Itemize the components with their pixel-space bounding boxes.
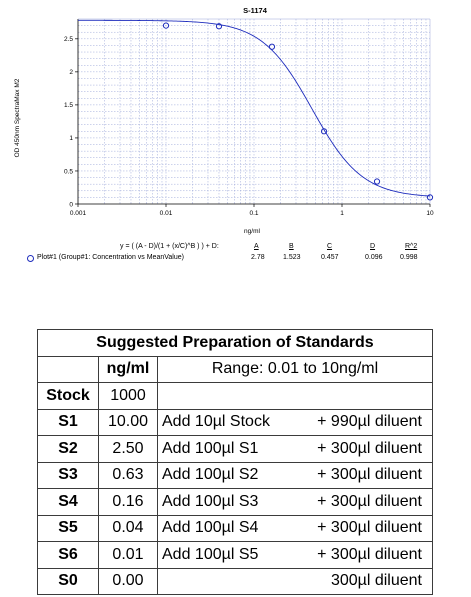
y-tick-label: 0 xyxy=(69,201,73,208)
table-row: S2 2.50 Add 100µl S1 + 300µl diluent xyxy=(37,435,433,463)
plot-marker-icon xyxy=(27,255,34,262)
row-label: S4 xyxy=(37,488,99,516)
chart-ticks: 0.001 0.01 0.1 1 10 0 0.5 1 1.5 2 2.5 xyxy=(64,36,434,217)
table-row: S6 0.01 Add 100µl S5 + 300µl diluent xyxy=(37,541,433,569)
x-tick-label: 1 xyxy=(340,210,344,217)
row-action: Add 100µl S1 xyxy=(156,435,291,463)
header-conc: ng/ml xyxy=(98,355,158,383)
row-concentration: 10.00 xyxy=(98,408,158,436)
row-action xyxy=(156,382,291,410)
row-diluent: + 300µl diluent xyxy=(290,461,433,489)
param-value-c: 0.457 xyxy=(321,254,339,261)
param-value-b: 1.523 xyxy=(283,254,301,261)
plot-label: Plot#1 (Group#1: Concentration vs MeanVa… xyxy=(37,254,184,261)
row-label: S3 xyxy=(37,461,99,489)
data-point xyxy=(162,22,170,29)
row-diluent: + 300µl diluent xyxy=(290,488,433,516)
row-concentration: 0.04 xyxy=(98,514,158,542)
row-concentration: 2.50 xyxy=(98,435,158,463)
param-value-r2: 0.998 xyxy=(400,254,418,261)
y-tick-label: 1.5 xyxy=(64,102,73,109)
x-tick-label: 0.01 xyxy=(160,210,173,217)
y-axis-label: OD 450nm SpectraMax M2 xyxy=(14,78,21,157)
x-tick-label: 10 xyxy=(426,210,434,217)
y-tick-label: 1 xyxy=(69,135,73,142)
row-action: Add 100µl S5 xyxy=(156,541,291,569)
param-value-d: 0.096 xyxy=(365,254,383,261)
row-action: Add 100µl S4 xyxy=(156,514,291,542)
y-tick-label: 2.5 xyxy=(64,36,73,43)
data-point xyxy=(426,194,434,201)
row-action: Add 100µl S3 xyxy=(156,488,291,516)
row-diluent: + 300µl diluent xyxy=(290,435,433,463)
chart-title: S-1174 xyxy=(243,6,268,15)
row-action xyxy=(156,567,291,595)
param-header-b: B xyxy=(289,243,294,250)
param-header-r2: R^2 xyxy=(405,243,418,250)
x-tick-label: 0.1 xyxy=(249,210,258,217)
fit-parameters: y = ( (A - D)/(1 + (x/C)^B ) ) + D: A B … xyxy=(0,242,471,272)
chart-grid xyxy=(78,19,430,204)
row-label: S0 xyxy=(37,567,99,595)
x-axis-label: ng/ml xyxy=(244,228,260,235)
row-concentration: 1000 xyxy=(98,382,158,410)
standard-curve-chart: 0.001 0.01 0.1 1 10 0 0.5 1 1.5 2 2.5 S-1174 ng/ml… xyxy=(14,6,434,235)
table-row: S4 0.16 Add 100µl S3 + 300µl diluent xyxy=(37,488,433,516)
data-point xyxy=(268,43,276,50)
table-title: Suggested Preparation of Standards xyxy=(37,329,433,357)
table-row: S3 0.63 Add 100µl S2 + 300µl diluent xyxy=(37,461,433,489)
row-label: Stock xyxy=(37,382,99,410)
fit-equation: y = ( (A - D)/(1 + (x/C)^B ) ) + D: xyxy=(120,243,219,250)
param-header-a: A xyxy=(254,243,259,250)
data-point xyxy=(373,178,381,185)
table-header-row: ng/ml Range: 0.01 to 10ng/ml xyxy=(37,355,433,383)
y-tick-label: 2 xyxy=(69,69,73,76)
row-concentration: 0.01 xyxy=(98,541,158,569)
param-header-d: D xyxy=(370,243,376,250)
row-label: S5 xyxy=(37,514,99,542)
row-label: S2 xyxy=(37,435,99,463)
table-title-row: Suggested Preparation of Standards xyxy=(37,329,433,357)
table-row: S1 10.00 Add 10µl Stock + 990µl diluent xyxy=(37,408,433,436)
row-diluent: 300µl diluent xyxy=(290,567,433,595)
row-action: Add 100µl S2 xyxy=(156,461,291,489)
y-tick-label: 0.5 xyxy=(64,168,73,175)
row-diluent: + 990µl diluent xyxy=(290,408,433,436)
row-diluent xyxy=(290,382,433,410)
row-label: S1 xyxy=(37,408,99,436)
table-row: Stock 1000 xyxy=(37,382,433,410)
table-row: S5 0.04 Add 100µl S4 + 300µl diluent xyxy=(37,514,433,542)
preparation-table: Suggested Preparation of Standards ng/ml… xyxy=(37,329,433,595)
data-point xyxy=(215,23,223,30)
fit-curve xyxy=(78,19,431,197)
param-value-a: 2.78 xyxy=(251,254,265,261)
x-tick-label: 0.001 xyxy=(70,210,87,217)
row-label: S6 xyxy=(37,541,99,569)
table-body: Stock 1000 S1 10.00 Add 10µl Stock + 990µl di… xyxy=(37,382,433,595)
row-concentration: 0.00 xyxy=(98,567,158,595)
data-point xyxy=(320,128,328,135)
row-concentration: 0.63 xyxy=(98,461,158,489)
header-range: Range: 0.01 to 10ng/ml xyxy=(157,355,433,383)
header-empty-cell xyxy=(37,355,99,383)
row-concentration: 0.16 xyxy=(98,488,158,516)
row-action: Add 10µl Stock xyxy=(156,408,291,436)
param-header-c: C xyxy=(327,243,333,250)
table-row: S0 0.00 300µl diluent xyxy=(37,567,433,595)
row-diluent: + 300µl diluent xyxy=(290,541,433,569)
data-points xyxy=(162,22,434,201)
row-diluent: + 300µl diluent xyxy=(290,514,433,542)
